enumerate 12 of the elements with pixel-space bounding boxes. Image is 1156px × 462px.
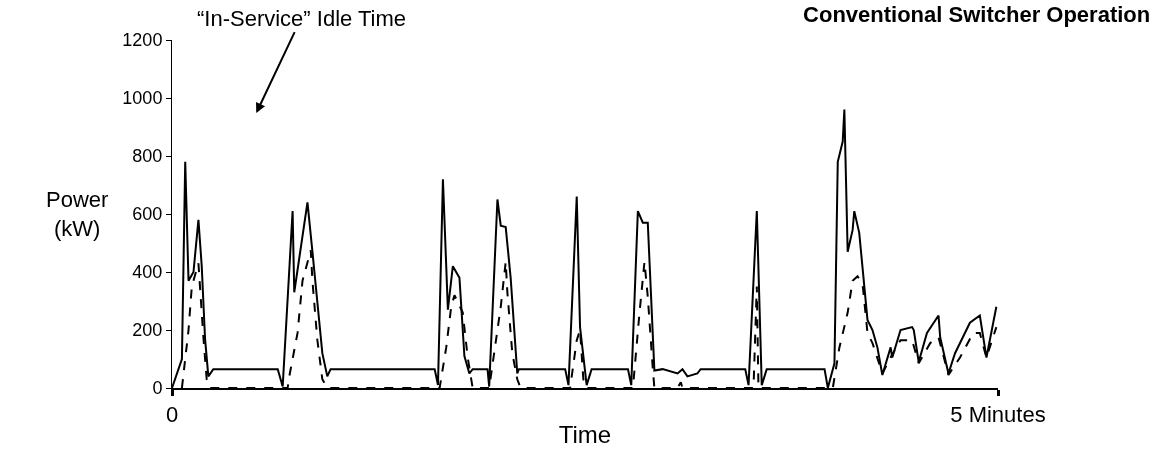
y-axis-title: Power (kW) [46,187,109,241]
y-tick-label: 600 [132,204,163,225]
x-axis-title: Time [558,421,612,449]
y-tick-label: 400 [132,262,163,283]
y-tick-label: 0 [152,378,163,399]
y-tick-label: 800 [132,146,163,167]
text: “In-Service” Idle Time [197,6,407,31]
y-tick-label: 200 [132,320,163,341]
y-tick-label: 1000 [122,88,163,109]
chart-title: Conventional Switcher Operation [803,2,1151,28]
y-tick-label: 1200 [122,30,163,51]
x-tick-label: 5 Minutes [950,402,1046,428]
